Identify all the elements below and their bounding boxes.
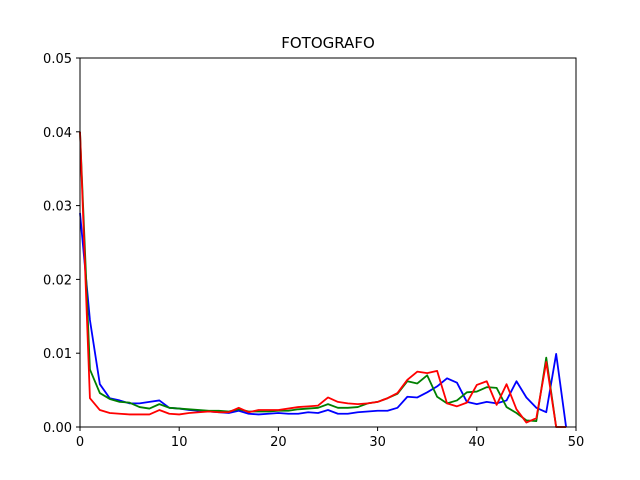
y-tick-label: 0.02 [43, 273, 72, 288]
plot-frame [79, 57, 577, 428]
x-tick-label: 50 [568, 435, 585, 450]
x-axis: 0 10 20 30 40 50 [76, 427, 584, 450]
y-axis: 0.00 0.01 0.02 0.03 0.04 0.05 [43, 52, 80, 436]
y-tick-label: 0.03 [43, 200, 72, 215]
series-layer [79, 131, 567, 428]
y-tick-label: 0.01 [43, 347, 72, 362]
x-tick-label: 0 [76, 435, 84, 450]
x-tick-label: 30 [369, 435, 386, 450]
series-line-3 [79, 131, 567, 428]
y-tick-label: 0.04 [43, 126, 72, 141]
x-tick-label: 20 [270, 435, 287, 450]
x-tick-label: 10 [171, 435, 188, 450]
y-tick-label: 0.00 [43, 421, 72, 436]
y-tick-label: 0.05 [43, 52, 72, 67]
chart-title: FOTOGRAFO [281, 34, 375, 52]
series-line-1 [79, 212, 567, 428]
x-tick-label: 40 [469, 435, 486, 450]
series-line-2 [79, 131, 567, 428]
